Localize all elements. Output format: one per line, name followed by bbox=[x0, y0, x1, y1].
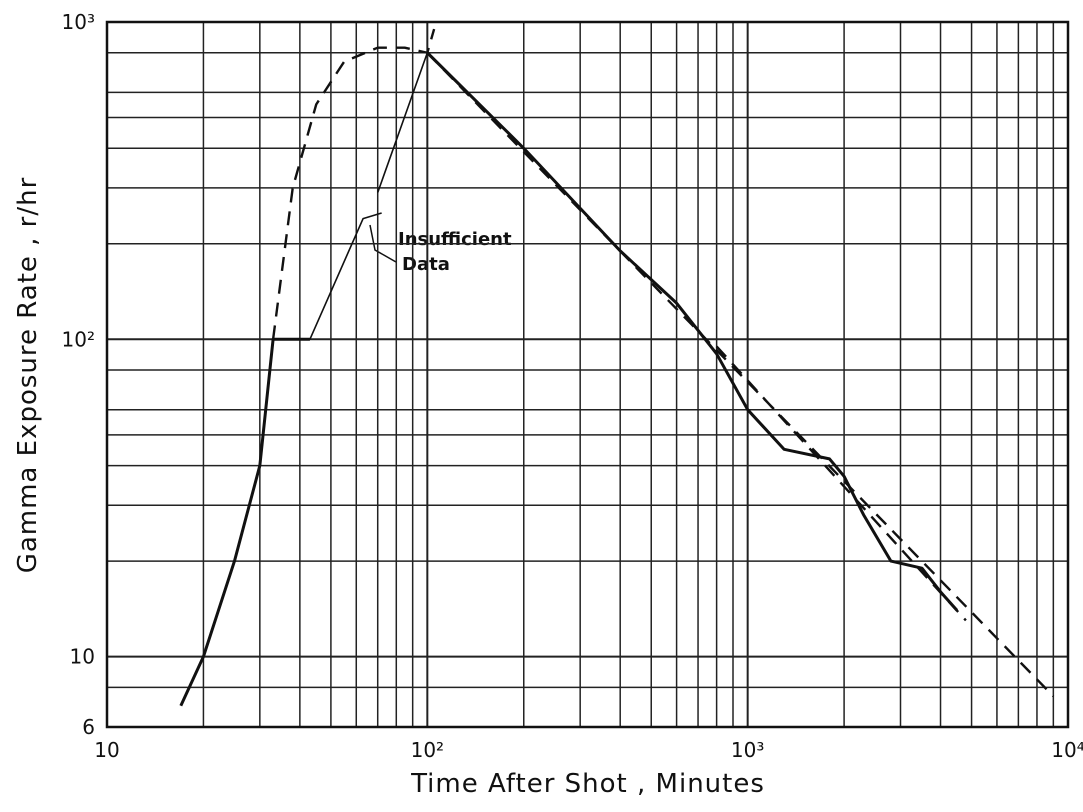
series-line bbox=[271, 28, 1055, 698]
x-tick-label: 10² bbox=[411, 738, 444, 762]
y-tick-label: 10 bbox=[70, 645, 95, 669]
y-tick-label: 10³ bbox=[62, 10, 95, 34]
x-tick-label: 10 bbox=[94, 738, 119, 762]
plot-frame bbox=[105, 20, 1070, 729]
leader-line bbox=[369, 224, 397, 263]
x-axis-label: Time After Shot , Minutes bbox=[410, 769, 765, 799]
y-axis-label: Gamma Exposure Rate , r/hr bbox=[13, 177, 43, 574]
annotation: Insufficient bbox=[398, 229, 512, 250]
y-tick-label: 6 bbox=[82, 715, 95, 739]
y-tick-label: 10² bbox=[62, 327, 95, 351]
annotation: Data bbox=[402, 254, 450, 275]
series-line bbox=[179, 51, 959, 707]
x-tick-label: 10⁴ bbox=[1051, 738, 1083, 762]
x-tick-label: 10³ bbox=[731, 738, 764, 762]
series-line bbox=[309, 52, 429, 340]
